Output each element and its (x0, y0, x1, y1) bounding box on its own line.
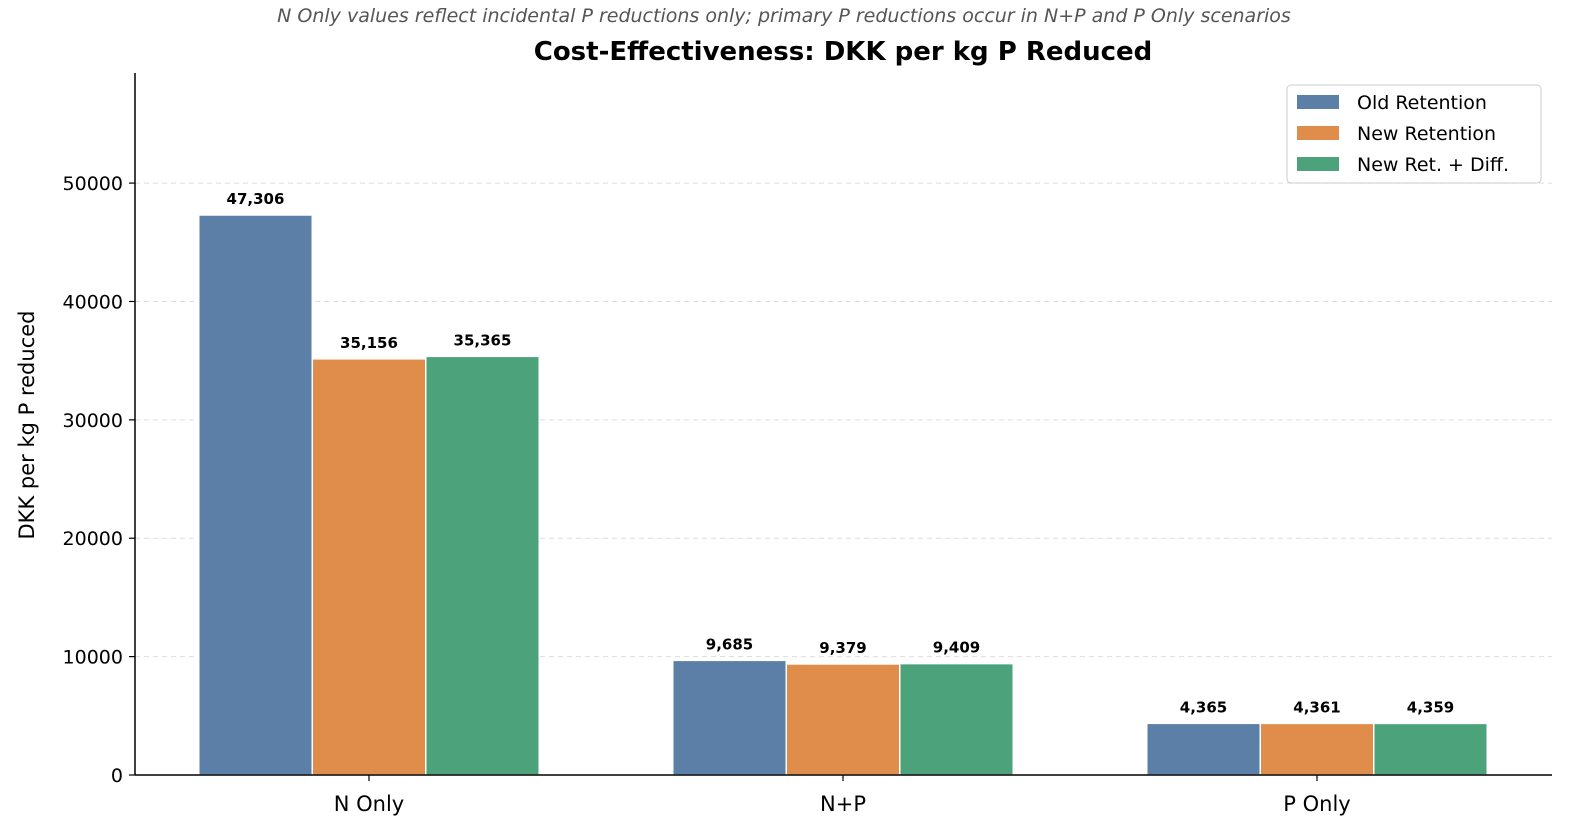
axes: 0 10000 20000 30000 40000 50000 N Only N+P P Onl… (63, 73, 1552, 816)
legend-swatch (1297, 126, 1339, 140)
x-tick-label: N+P (820, 792, 866, 816)
data-label: 4,361 (1293, 698, 1340, 716)
chart-subtitle: N Only values reflect incidental P reduc… (277, 5, 1291, 27)
bars: 47,306 35,156 35,365 9,685 9,379 9,409 4,365 4,… (198, 190, 1488, 776)
data-label: 9,379 (819, 639, 866, 657)
bar (311, 358, 427, 776)
data-label: 4,359 (1407, 698, 1454, 716)
legend-box (1286, 84, 1542, 184)
bar (425, 355, 540, 776)
data-label: 9,409 (933, 639, 980, 657)
bar (899, 662, 1014, 776)
bar (785, 663, 901, 776)
bar (1146, 722, 1261, 776)
bar (198, 214, 313, 776)
bar (1259, 722, 1375, 776)
legend-label: New Retention (1357, 123, 1496, 145)
y-tick-label: 30000 (63, 410, 123, 432)
y-tick-label: 0 (111, 765, 123, 787)
bar (672, 659, 787, 776)
legend-swatch (1297, 95, 1339, 109)
y-tick-label: 50000 (63, 173, 123, 195)
y-tick-label: 20000 (63, 528, 123, 550)
legend-swatch (1297, 157, 1339, 171)
y-axis-label: DKK per kg P reduced (15, 311, 39, 540)
data-label: 35,156 (340, 334, 398, 352)
data-label: 4,365 (1180, 698, 1227, 716)
legend-label: Old Retention (1357, 92, 1487, 114)
chart-title: Cost-Effectiveness: DKK per kg P Reduced (534, 37, 1153, 67)
data-label: 9,685 (706, 635, 753, 653)
data-label: 47,306 (227, 190, 285, 208)
x-tick-label: N Only (334, 792, 405, 816)
x-tick-label: P Only (1283, 792, 1350, 816)
legend-label: New Ret. + Diff. (1357, 154, 1509, 176)
y-tick-label: 10000 (63, 647, 123, 669)
legend: Old Retention New Retention New Ret. + Dif… (1286, 84, 1542, 184)
bar (1373, 722, 1488, 776)
y-tick-label: 40000 (63, 291, 123, 313)
data-label: 35,365 (454, 331, 512, 349)
